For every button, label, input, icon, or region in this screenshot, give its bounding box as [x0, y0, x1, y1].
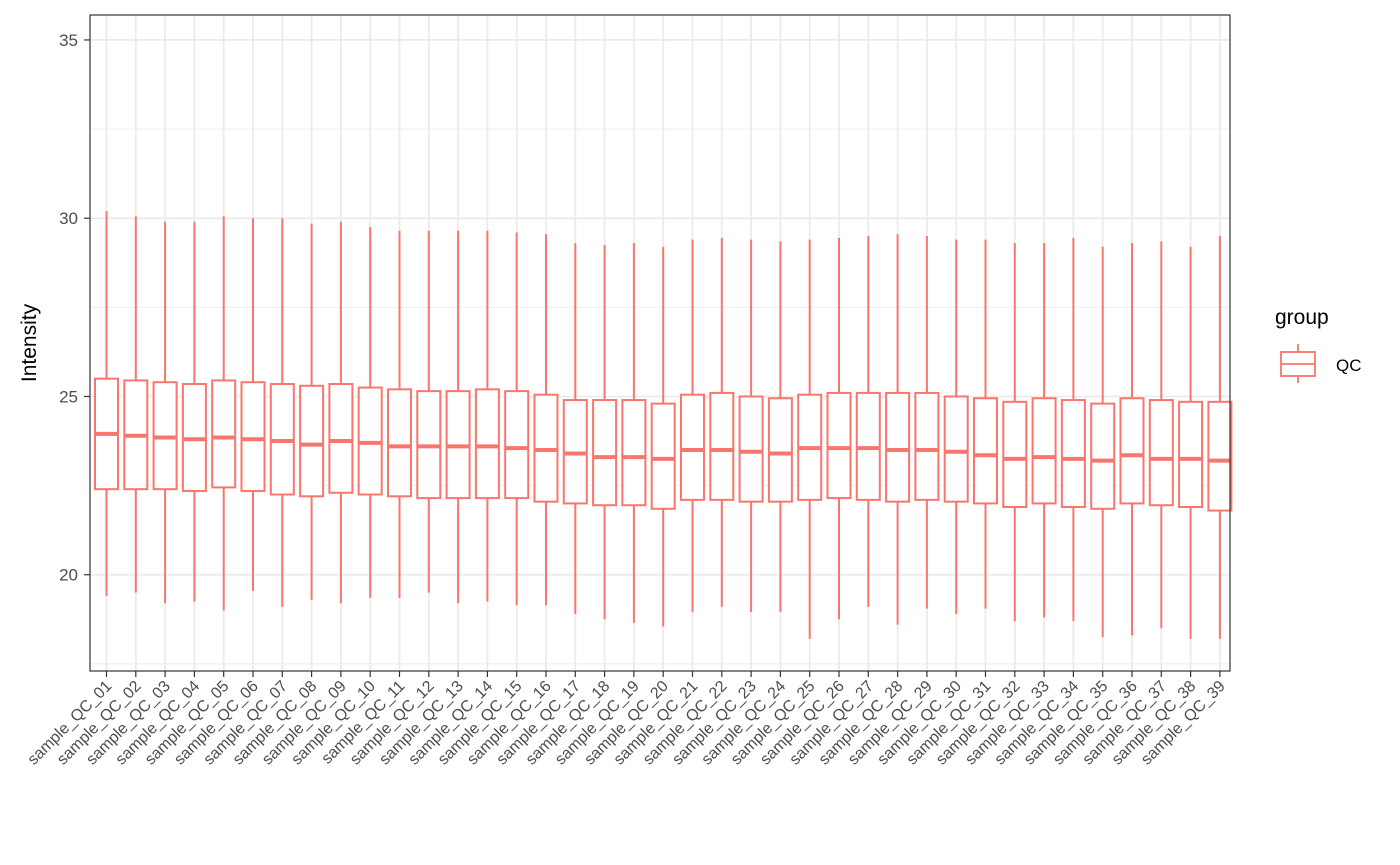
legend-title: group	[1275, 306, 1329, 329]
legend: group QC	[1275, 306, 1362, 383]
box-sample_QC_35	[1090, 246, 1116, 638]
box-sample_QC_37	[1148, 241, 1174, 629]
box-sample_QC_36	[1119, 243, 1145, 636]
iqr-box	[1119, 397, 1145, 505]
box-sample_QC_13	[445, 230, 471, 604]
box-sample_QC_39	[1207, 236, 1233, 639]
box-sample_QC_06	[240, 218, 266, 591]
iqr-box	[826, 391, 852, 500]
box-sample_QC_02	[123, 216, 149, 593]
iqr-box	[211, 379, 237, 489]
iqr-box	[1148, 399, 1174, 507]
iqr-box	[1002, 400, 1028, 508]
box-sample_QC_22	[709, 237, 735, 607]
box-sample_QC_34	[1060, 237, 1086, 622]
y-tick-label: 35	[59, 31, 78, 50]
iqr-box	[328, 383, 354, 494]
iqr-box	[943, 395, 969, 503]
box-sample_QC_08	[299, 223, 325, 600]
box-sample_QC_07	[269, 218, 295, 607]
iqr-box	[1060, 399, 1086, 509]
box-sample_QC_33	[1031, 243, 1057, 618]
iqr-box	[240, 381, 266, 492]
iqr-box	[1031, 397, 1057, 505]
box-sample_QC_03	[152, 221, 178, 604]
x-axis: sample_QC_01sample_QC_02sample_QC_03samp…	[25, 671, 1229, 768]
iqr-box	[1178, 400, 1204, 508]
iqr-box	[680, 393, 705, 501]
iqr-box	[709, 391, 735, 501]
y-tick-label: 25	[59, 387, 78, 406]
iqr-box	[592, 399, 618, 507]
box-sample_QC_31	[973, 239, 998, 609]
iqr-box	[299, 384, 325, 498]
iqr-box	[1207, 400, 1233, 512]
box-sample_QC_32	[1002, 243, 1028, 622]
iqr-box	[767, 397, 793, 503]
box-sample_QC_21	[680, 239, 705, 613]
box-sample_QC_25	[797, 239, 823, 639]
box-sample_QC_09	[328, 221, 354, 604]
box-sample_QC_15	[504, 232, 530, 606]
y-tick-label: 20	[59, 566, 78, 585]
box-sample_QC_10	[357, 227, 383, 598]
iqr-box	[621, 399, 647, 507]
legend-label-qc: QC	[1336, 356, 1362, 375]
iqr-box	[738, 395, 764, 503]
iqr-box	[885, 391, 911, 503]
box-sample_QC_18	[592, 244, 618, 620]
box-sample_QC_38	[1178, 246, 1204, 639]
box-sample_QC_11	[387, 230, 412, 598]
y-axis: 20 25 30 35	[59, 31, 90, 585]
panel-border	[89, 14, 1231, 672]
y-axis-title: Intensity	[18, 303, 41, 382]
iqr-box	[973, 397, 998, 505]
box-sample_QC_14	[474, 230, 500, 602]
box-sample_QC_17	[562, 243, 588, 614]
iqr-box	[914, 391, 940, 501]
box-sample_QC_27	[855, 236, 881, 607]
box-sample_QC_26	[826, 237, 852, 620]
y-tick-label: 30	[59, 209, 78, 228]
box-sample_QC_12	[416, 230, 442, 593]
iqr-box	[387, 388, 412, 498]
box-sample_QC_05	[211, 216, 237, 611]
box-sample_QC_04	[181, 221, 207, 602]
box-sample_QC_20	[650, 246, 676, 627]
legend-key-qc	[1280, 344, 1316, 383]
boxes	[94, 211, 1233, 639]
iqr-box	[650, 402, 676, 510]
box-sample_QC_19	[621, 243, 647, 623]
box-sample_QC_16	[533, 234, 559, 606]
box-sample_QC_29	[914, 236, 940, 609]
box-sample_QC_01	[94, 211, 119, 597]
iqr-box	[1090, 402, 1116, 510]
iqr-box	[474, 388, 500, 500]
box-sample_QC_30	[943, 239, 969, 614]
box-sample_QC_24	[767, 241, 793, 613]
iqr-box	[504, 390, 530, 500]
box-sample_QC_23	[738, 239, 764, 613]
box-sample_QC_28	[885, 234, 911, 625]
